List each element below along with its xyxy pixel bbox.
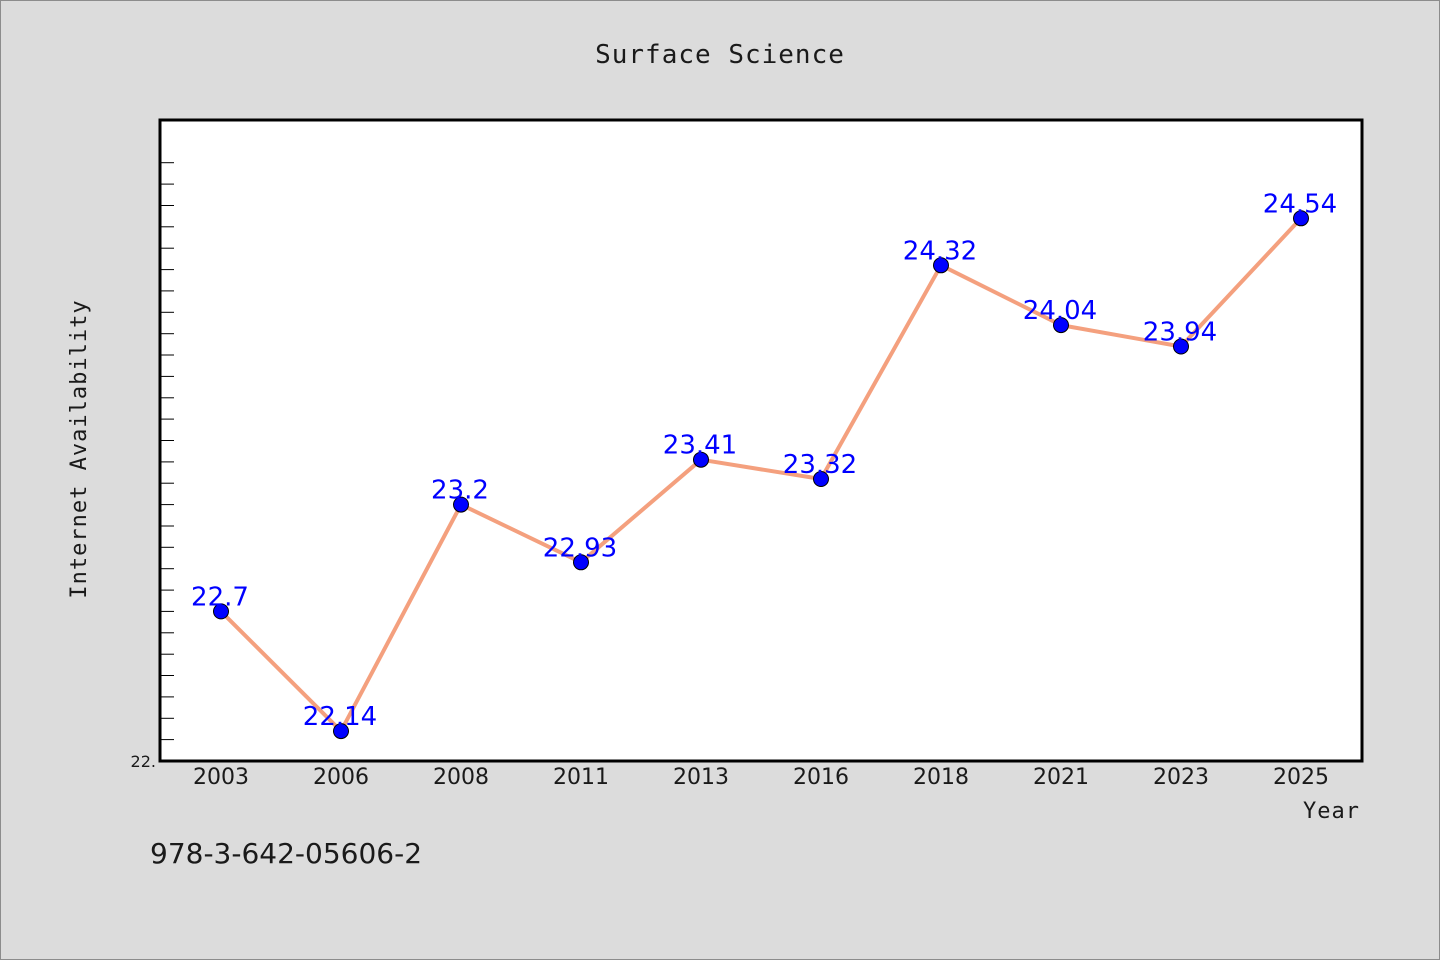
data-point-2018 [933,257,949,274]
x-tick-label-2023: 2023 [1153,765,1209,790]
data-point-2011 [573,554,589,571]
data-label-2003: 22.7 [191,582,249,612]
series-markers [213,210,1309,740]
x-tick-label-2003: 2003 [193,765,249,790]
y-tick-label-0: 22. [131,752,156,771]
data-point-2008 [453,496,469,513]
x-tick-label-2025: 2025 [1273,765,1329,790]
data-label-2006: 22.14 [303,702,377,732]
data-point-2025 [1293,210,1309,227]
data-labels: 22.7 22.14 23.2 22.93 23.41 23.32 24.32 24.04 23… [191,189,1337,732]
data-label-2025: 24.54 [1263,189,1337,219]
x-tick-label-2018: 2018 [913,765,969,790]
data-point-2021 [1053,317,1069,334]
data-label-2011: 22.93 [543,533,617,563]
x-tick-label-2006: 2006 [313,765,369,790]
x-tick-label-2011: 2011 [553,765,609,790]
data-label-2016: 23.32 [783,450,857,480]
y-axis-title: Internet Availability [67,299,92,598]
data-point-2003 [213,603,229,620]
chart-title: Surface Science [595,40,845,70]
x-tick-label-2008: 2008 [433,765,489,790]
data-point-2013 [693,451,709,468]
data-point-2016 [813,471,829,487]
data-point-2006 [333,723,349,740]
y-axis-ticks [160,162,174,741]
x-tick-label-2021: 2021 [1033,765,1089,790]
data-label-2021: 24.04 [1023,296,1097,326]
x-axis-tick-labels: 2003 2006 2008 2011 2013 2016 2018 2021 2023 2025 [193,765,1329,790]
series-line [219,216,1303,734]
data-label-2018: 24.32 [903,236,977,266]
plot-area [158,118,1364,763]
series-polyline-0 [219,216,1303,734]
data-label-2013: 23.41 [663,431,737,461]
data-label-2023: 23.94 [1143,318,1217,348]
data-label-2008: 23.2 [431,476,489,506]
x-tick-label-2013: 2013 [673,765,729,790]
footer-isbn: 978-3-642-05606-2 [150,837,422,870]
x-axis-title: Year [1303,799,1360,824]
y-axis-tick-labels: 22. [131,752,156,771]
x-tick-label-2016: 2016 [793,765,849,790]
data-point-2023 [1173,338,1189,355]
